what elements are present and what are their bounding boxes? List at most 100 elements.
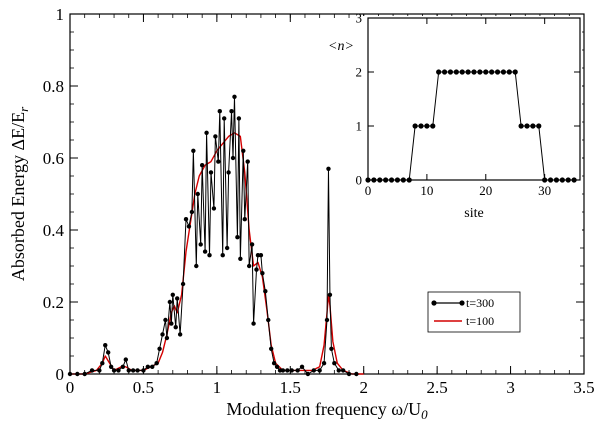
inset-y-tick-label: 2 bbox=[356, 65, 363, 80]
inset-series-point bbox=[518, 123, 524, 129]
series-t300-point bbox=[67, 371, 73, 377]
legend: t=300 t=100 bbox=[427, 291, 521, 333]
series-t300-point bbox=[245, 159, 250, 164]
main-y-tick-label: 0.6 bbox=[43, 149, 64, 168]
inset-series-point bbox=[565, 177, 571, 183]
series-t300-point bbox=[236, 116, 242, 121]
series-t300-point bbox=[111, 368, 117, 373]
inset-series-point bbox=[571, 177, 577, 183]
main-x-axis-label-text: Modulation frequency ω/U bbox=[226, 399, 421, 419]
series-t300-point bbox=[177, 332, 183, 337]
inset-series-point bbox=[453, 69, 459, 75]
inset-series-point bbox=[418, 123, 424, 129]
main-x-axis-label-subscript: 0 bbox=[421, 407, 428, 422]
series-t300-point bbox=[150, 364, 155, 369]
inset-series-point bbox=[388, 177, 395, 183]
main-x-tick-label: 1.5 bbox=[280, 378, 301, 397]
inset-series-point bbox=[406, 177, 412, 183]
inset-series-point bbox=[559, 177, 565, 183]
inset-ticks: 0 10 20 30 0 1 2 3 bbox=[356, 11, 580, 198]
series-t300-point bbox=[164, 335, 170, 341]
inset-series-point bbox=[512, 69, 518, 75]
main-x-tick-label: 1 bbox=[213, 378, 222, 397]
inset-x-tick-label: 30 bbox=[538, 183, 551, 198]
series-t300-point bbox=[321, 361, 327, 366]
inset-y-tick-label: 1 bbox=[356, 119, 363, 134]
inset-series-point bbox=[530, 123, 536, 129]
series-t300-point bbox=[126, 368, 131, 373]
inset-x-axis-label: site bbox=[464, 206, 483, 221]
inset-x-tick-label: 0 bbox=[365, 183, 372, 198]
legend-marker-t300-left bbox=[431, 300, 437, 306]
series-t300-point bbox=[271, 361, 277, 366]
series-t300-point bbox=[186, 224, 192, 229]
series-t300-point bbox=[224, 245, 230, 251]
inset-series-point bbox=[536, 123, 542, 129]
inset-series-point bbox=[394, 177, 401, 183]
main-x-tick-label: 2 bbox=[359, 378, 368, 397]
inset-series-point bbox=[471, 69, 477, 75]
series-t300-point bbox=[235, 235, 240, 240]
series-t300-point bbox=[216, 159, 221, 164]
inset-series-point bbox=[412, 123, 418, 129]
series-t300-point bbox=[263, 289, 268, 294]
inset-series-point bbox=[430, 123, 436, 129]
series-t300-point bbox=[154, 361, 159, 366]
series-t300-point bbox=[346, 371, 352, 377]
series-t300-point bbox=[135, 368, 140, 373]
series-t300-point bbox=[251, 321, 256, 326]
series-t300-point bbox=[317, 368, 322, 373]
main-x-axis-label: Modulation frequency ω/U0 bbox=[226, 399, 428, 422]
inset-chart: 0 10 20 30 0 1 2 3 site <n> bbox=[328, 11, 582, 242]
main-y-tick-label: 0.4 bbox=[43, 221, 65, 240]
series-t300-point bbox=[336, 368, 341, 373]
series-t300-point bbox=[213, 134, 218, 139]
series-t300-point bbox=[299, 364, 305, 369]
inset-series-point bbox=[524, 123, 530, 129]
main-y-tick-label: 0.8 bbox=[43, 77, 64, 96]
series-t300-point bbox=[189, 209, 195, 215]
inset-background bbox=[358, 16, 582, 242]
inset-series-point bbox=[483, 69, 489, 75]
main-x-tick-label: 2.5 bbox=[427, 378, 448, 397]
series-t300-point bbox=[194, 263, 199, 269]
inset-x-tick-label: 10 bbox=[420, 183, 433, 198]
series-t300-point bbox=[207, 253, 212, 258]
series-t300-point bbox=[229, 109, 234, 114]
inset-y-tick-label: 0 bbox=[356, 173, 363, 188]
legend-label-t100: t=100 bbox=[466, 314, 494, 328]
series-t300-point bbox=[295, 368, 300, 373]
main-x-tick-label: 0.5 bbox=[133, 378, 154, 397]
series-t300-point bbox=[169, 321, 174, 326]
series-t300-point bbox=[258, 253, 264, 258]
series-t300-point bbox=[241, 148, 246, 153]
series-t300-point bbox=[163, 317, 168, 323]
series-t300-point bbox=[75, 371, 80, 377]
series-t300-point bbox=[145, 364, 151, 369]
series-t300-point bbox=[89, 368, 95, 373]
series-t300-point bbox=[242, 217, 247, 222]
series-t300-point bbox=[260, 271, 265, 276]
series-t300-point bbox=[170, 292, 175, 297]
series-t300-point bbox=[329, 346, 334, 351]
series-t300-point bbox=[289, 368, 294, 373]
series-t300-point bbox=[254, 267, 259, 272]
series-t300-point bbox=[208, 170, 214, 175]
series-t300-point bbox=[220, 253, 225, 258]
series-t300-point bbox=[226, 170, 231, 175]
series-t300-point bbox=[116, 368, 121, 373]
inset-series-point bbox=[400, 177, 406, 183]
series-t300-point bbox=[97, 368, 102, 373]
series-t300-point bbox=[202, 249, 208, 254]
inset-series-point bbox=[500, 69, 507, 75]
series-t300-point bbox=[204, 130, 209, 135]
series-t300-point bbox=[274, 364, 280, 369]
inset-series-point bbox=[465, 69, 471, 75]
main-x-tick-label: 3.5 bbox=[573, 378, 594, 397]
series-t300-point bbox=[141, 368, 146, 373]
series-t300-point bbox=[340, 368, 346, 373]
inset-series-point bbox=[377, 177, 383, 183]
inset-series-point bbox=[489, 69, 495, 75]
series-t300-point bbox=[222, 116, 227, 121]
